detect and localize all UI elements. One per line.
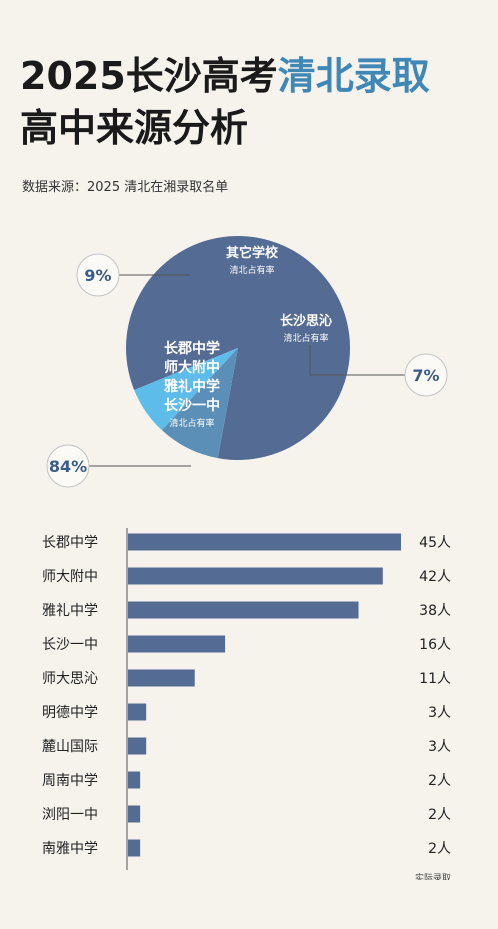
pie-slice-2 <box>134 348 238 431</box>
pie-slice-label: 长郡中学 <box>164 340 220 357</box>
bar-5 <box>128 703 147 721</box>
pie-slice-sublabel: 清北占有率 <box>169 417 214 429</box>
bar-value-label: 38人 <box>419 603 451 619</box>
title-highlight: 清北录取 <box>277 54 430 98</box>
bar-4 <box>128 669 195 687</box>
bar-value-label: 2人 <box>428 841 451 857</box>
pie-callout-circle <box>46 444 90 488</box>
bar-value-label: 3人 <box>428 739 451 755</box>
pie-callout-line <box>309 345 405 376</box>
pie-slice-0 <box>126 236 351 461</box>
bar-9 <box>128 839 141 857</box>
page-title: 2025长沙高考清北录取 高中来源分析 <box>20 50 430 154</box>
pie-slice-label: 其它学校 <box>226 245 279 261</box>
pie-slice-1 <box>161 348 238 459</box>
bar-8 <box>128 805 141 823</box>
pie-chart: 长郡中学师大附中雅礼中学长沙一中清北占有率84%其它学校清北占有率9%长沙思沁清… <box>46 236 448 488</box>
bar-category-label: 长郡中学 <box>42 535 98 551</box>
bar-category-label: 浏阳一中 <box>42 807 98 823</box>
pie-slice-label: 师大附中 <box>164 359 220 376</box>
bar-value-label: 42人 <box>419 569 451 585</box>
bar-0 <box>128 533 401 551</box>
bar-1 <box>128 567 383 585</box>
pie-slice-label: 长沙思沁 <box>280 313 332 329</box>
bar-7 <box>128 771 141 789</box>
pie-slice-label: 长沙一中 <box>164 397 220 414</box>
bar-category-label: 师大附中 <box>42 569 98 585</box>
pie-value-label: 7% <box>412 366 439 385</box>
bar-value-label: 2人 <box>428 807 451 823</box>
bar-category-label: 南雅中学 <box>42 841 98 857</box>
bar-value-label: 3人 <box>428 705 451 721</box>
bar-category-label: 明德中学 <box>42 705 98 721</box>
bar-value-label: 45人 <box>419 535 451 551</box>
pie-callout-circle <box>76 253 120 297</box>
data-source-note: 数据来源：2025 清北在湘录取名单 <box>22 180 229 195</box>
bar-value-label: 16人 <box>419 637 451 653</box>
bar-value-label: 11人 <box>419 671 451 687</box>
bar-value-label: 2人 <box>428 773 451 789</box>
pie-value-label: 84% <box>49 457 87 476</box>
bar-axis-title: 实际录取 <box>415 872 451 880</box>
title-line2: 高中来源分析 <box>20 106 249 150</box>
bar-category-label: 麓山国际 <box>42 739 98 755</box>
bar-category-label: 师大思沁 <box>42 671 98 687</box>
bar-2 <box>128 601 359 619</box>
pie-slice-sublabel: 清北占有率 <box>229 264 274 276</box>
bar-category-label: 长沙一中 <box>42 637 98 653</box>
bar-6 <box>128 737 147 755</box>
bar-category-label: 周南中学 <box>42 773 98 789</box>
bar-category-label: 雅礼中学 <box>42 603 98 619</box>
title-prefix: 2025长沙高考 <box>20 54 278 98</box>
pie-value-label: 9% <box>84 266 111 285</box>
pie-callout-circle <box>404 353 448 397</box>
pie-slice-sublabel: 清北占有率 <box>283 332 328 344</box>
pie-slice-label: 雅礼中学 <box>164 378 220 395</box>
bar-3 <box>128 635 226 653</box>
